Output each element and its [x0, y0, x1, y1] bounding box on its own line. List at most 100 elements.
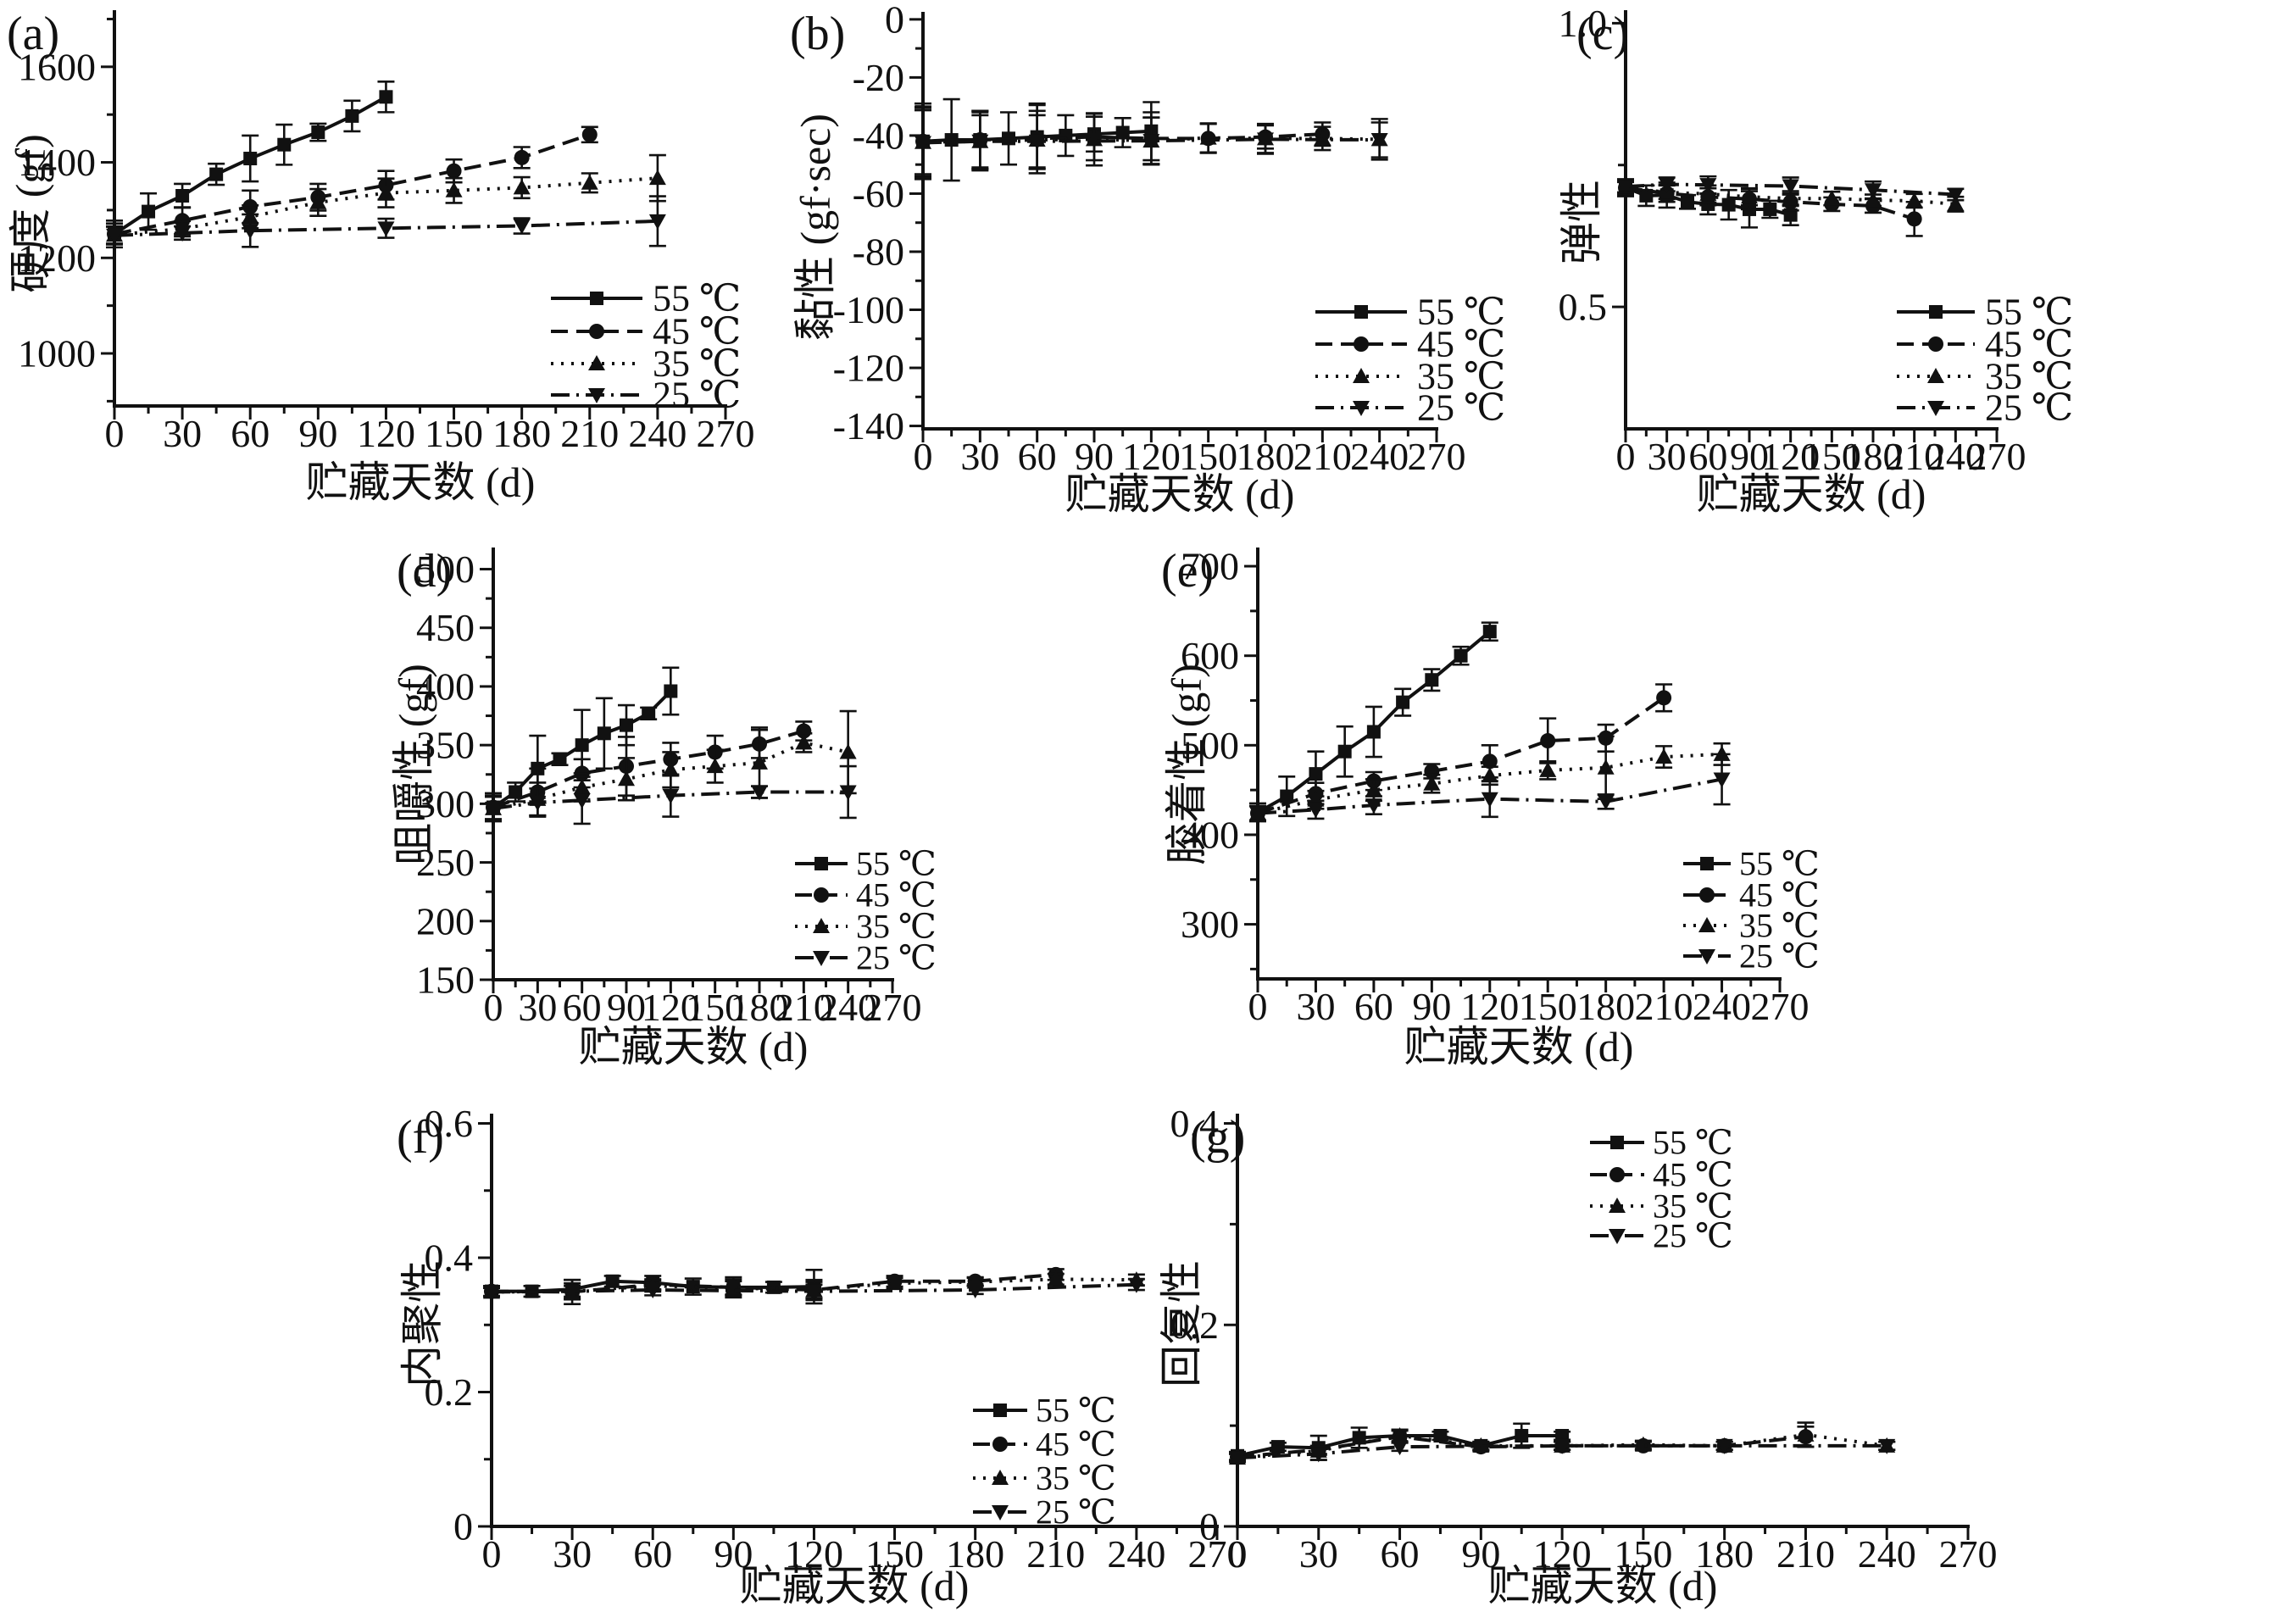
y-tick-label: 1600: [18, 45, 96, 88]
x-tick-label: 210: [1776, 1532, 1835, 1576]
legend-item-s55: 55 ℃: [551, 278, 741, 320]
legend-marker-s55: [1700, 857, 1714, 870]
series-marker-s55: [311, 125, 325, 140]
series-marker-s35: [581, 174, 598, 190]
x-tick-label: 90: [298, 412, 337, 455]
series-marker-s25: [1782, 179, 1799, 195]
y-axis-title-b: 黏性 (gf·sec): [792, 114, 839, 341]
x-tick-label: 120: [1122, 435, 1181, 478]
series-line-s45: [1257, 696, 1665, 815]
legend-label-s55: 55 ℃: [1417, 292, 1505, 333]
legend-item-s55: 55 ℃: [1590, 1124, 1733, 1162]
x-tick-label: 150: [1803, 435, 1861, 478]
x-tick-label: 240: [1693, 985, 1751, 1028]
legend-item-s45: 45 ℃: [1315, 324, 1505, 365]
x-tick-label: 240: [628, 412, 687, 455]
series-marker-s25: [1658, 177, 1676, 193]
legend-marker-s55: [993, 1404, 1007, 1417]
series-marker-s55: [277, 137, 292, 152]
series-marker-s35: [839, 743, 857, 759]
series-marker-s55: [1433, 1429, 1448, 1443]
x-tick-label: 270: [1939, 1532, 1998, 1576]
series-marker-s25: [662, 788, 680, 804]
x-tick-label: 30: [553, 1532, 592, 1576]
legend-label-s25: 25 ℃: [1985, 387, 2073, 429]
x-axis-title-c: 贮藏天数 (d): [1697, 470, 1926, 518]
series-marker-s25: [1947, 187, 1965, 203]
legend-label-s45: 45 ℃: [856, 876, 937, 914]
x-tick-label: 0: [482, 1532, 502, 1576]
y-tick-label: -20: [853, 56, 904, 99]
series-marker-s35: [1947, 195, 1965, 211]
legend-label-s55: 55 ℃: [1036, 1392, 1116, 1430]
series-marker-s55: [1115, 125, 1130, 140]
x-tick-label: 120: [785, 1532, 843, 1576]
series-marker-s35: [886, 1275, 903, 1291]
x-tick-label: 240: [1858, 1532, 1916, 1576]
y-tick-label: 1200: [18, 236, 96, 280]
series-marker-s25: [564, 1284, 581, 1300]
y-tick-label: 250: [416, 841, 475, 884]
series-marker-s35: [1634, 1436, 1652, 1452]
y-tick-label: 0.6: [425, 1102, 474, 1145]
legend-item-s45: 45 ℃: [795, 876, 937, 914]
legend-item-s25: 25 ℃: [1683, 937, 1820, 976]
series-line-s35: [1625, 186, 1956, 206]
panel-label-g: (g): [1190, 1111, 1245, 1164]
series-marker-s55: [345, 108, 359, 123]
legend-label-s35: 35 ℃: [856, 908, 937, 946]
x-tick-label: 180: [492, 412, 551, 455]
series-marker-s25: [1715, 1438, 1733, 1454]
x-tick-label: 30: [1648, 435, 1687, 478]
chart-a-legend: 55 ℃45 ℃35 ℃25 ℃: [551, 278, 741, 416]
series-marker-s25: [1257, 132, 1274, 148]
legend-item-s45: 45 ℃: [1683, 876, 1820, 914]
legend-marker-s45: [1354, 336, 1369, 352]
chart-e-axes: 0 30 60 90 120 150 180 210 240 270 300 400 500 600 700: [1181, 545, 1810, 1028]
chart-f-legend: 55 ℃45 ℃35 ℃25 ℃: [973, 1392, 1116, 1531]
x-tick-label: 60: [1354, 985, 1393, 1028]
series-marker-s35: [1797, 1426, 1815, 1442]
y-axis-title-c: 弹性: [1558, 180, 1605, 264]
series-marker-s55: [597, 726, 611, 741]
series-line-s25: [492, 790, 848, 810]
chart-a-series-s55: [106, 80, 395, 249]
series-marker-s55: [1352, 1431, 1366, 1445]
series-marker-s35: [795, 734, 813, 750]
chart-a: 0 30 60 90 120 150 180 210 240 270 1000 1200 1400 160…: [7, 8, 755, 506]
y-tick-label: -140: [833, 404, 904, 447]
x-tick-label: 150: [1519, 985, 1577, 1028]
x-tick-label: 210: [560, 412, 619, 455]
series-marker-s55: [1763, 202, 1777, 216]
legend-marker-s35: [1353, 368, 1370, 383]
legend-label-s25: 25 ℃: [653, 375, 741, 416]
legend-marker-s35: [1609, 1198, 1626, 1213]
x-tick-label: 180: [731, 986, 789, 1029]
series-marker-s25: [1229, 1451, 1246, 1467]
y-tick-label: 0.2: [1170, 1303, 1220, 1347]
legend-marker-s35: [813, 918, 830, 933]
x-tick-label: 90: [1461, 1532, 1500, 1576]
panel-label-e: (e): [1161, 545, 1214, 598]
x-tick-label: 90: [1730, 435, 1769, 478]
series-marker-s55: [1280, 789, 1294, 803]
series-marker-s35: [1314, 130, 1331, 146]
legend-marker-s35: [1927, 368, 1944, 383]
series-line-s45: [491, 1272, 1056, 1294]
x-tick-label: 60: [563, 986, 602, 1029]
legend-item-s35: 35 ℃: [1683, 907, 1820, 945]
x-tick-label: 30: [1299, 1532, 1338, 1576]
legend-label-s45: 45 ℃: [1417, 324, 1505, 365]
series-marker-s25: [1597, 794, 1615, 810]
y-tick-label: 200: [416, 899, 475, 942]
panel-label-b: (b): [790, 8, 845, 60]
series-marker-s25: [1481, 792, 1498, 808]
x-tick-label: 180: [1237, 435, 1295, 478]
chart-b-series-s25: [915, 107, 1388, 179]
chart-c-series-s25: [1617, 175, 1965, 203]
series-marker-s35: [1423, 775, 1441, 791]
